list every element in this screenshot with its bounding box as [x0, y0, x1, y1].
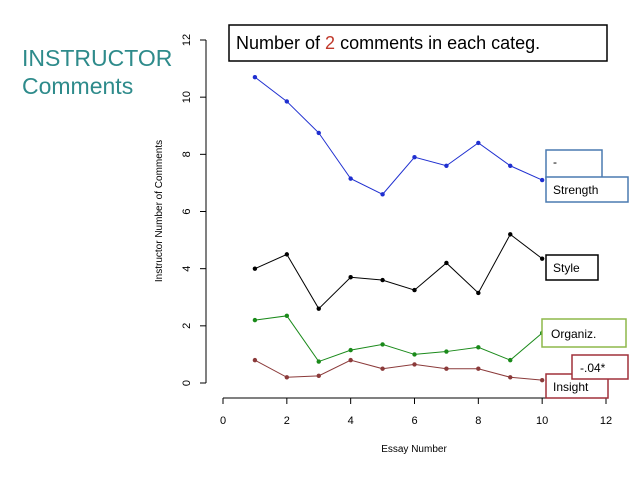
series-organiz — [252, 313, 545, 364]
x-tick-label: 4 — [348, 415, 354, 427]
series-line-organiz — [254, 315, 543, 363]
callout-strength-dash: - — [545, 149, 603, 179]
data-point-insight — [252, 357, 258, 363]
y-tick-label: 12 — [181, 34, 193, 46]
data-point-strength — [316, 130, 321, 136]
data-point-insight — [444, 366, 449, 371]
data-point-organiz — [284, 313, 290, 319]
x-tick-label: 8 — [475, 415, 481, 427]
callout-strength-dash-text: - — [553, 155, 557, 169]
series-style — [252, 232, 545, 311]
chart-title-highlight: 2 — [325, 33, 335, 53]
data-point-strength — [444, 163, 449, 168]
y-tick-label: 6 — [181, 208, 193, 214]
series-insight — [252, 357, 545, 383]
callout-organiz-text: Organiz. — [551, 327, 596, 341]
data-point-organiz — [444, 349, 449, 354]
data-point-organiz — [252, 317, 258, 323]
data-point-organiz — [348, 347, 353, 353]
chart-title-box — [228, 24, 608, 62]
callout-strength-box — [545, 176, 629, 203]
data-point-style — [284, 252, 290, 257]
data-point-insight — [380, 366, 385, 371]
data-point-strength — [508, 163, 513, 168]
chart-title-prefix: Number of — [236, 33, 325, 53]
data-point-style — [412, 287, 417, 293]
data-point-strength — [284, 99, 290, 104]
series-layer — [252, 74, 545, 383]
series-line-insight — [254, 359, 543, 381]
slide-title-line2: Comments — [22, 73, 134, 99]
slide-title: INSTRUCTOR Comments — [22, 44, 172, 100]
callout-organiz-box — [541, 318, 627, 348]
callout-insight-stat-box — [571, 354, 629, 380]
x-tick-label: 2 — [284, 415, 290, 427]
data-point-style — [316, 306, 321, 311]
data-point-insight — [508, 375, 513, 380]
data-point-style — [380, 277, 385, 283]
y-tick-label: 4 — [181, 266, 193, 272]
callout-style-text: Style — [553, 261, 580, 275]
data-point-insight — [476, 366, 481, 371]
y-ticks: 0 2 4 6 8 10 12 — [181, 34, 206, 386]
y-tick-label: 2 — [181, 323, 193, 329]
data-point-style — [348, 275, 353, 280]
data-point-style — [476, 290, 481, 296]
callout-style-box — [545, 254, 599, 281]
callout-strength-dash-box — [545, 149, 603, 179]
data-point-insight — [316, 373, 321, 379]
data-point-insight — [412, 362, 417, 367]
x-axis-title: Essay Number — [381, 444, 447, 455]
data-point-style — [444, 260, 449, 266]
data-point-organiz — [412, 352, 417, 357]
x-tick-label: 0 — [220, 415, 226, 427]
series-line-style — [254, 233, 543, 310]
y-tick-label: 10 — [181, 91, 193, 103]
series-line-strength — [254, 76, 543, 195]
data-point-insight — [348, 357, 353, 363]
data-point-strength — [539, 177, 545, 183]
data-point-strength — [348, 176, 353, 181]
data-point-strength — [380, 192, 385, 197]
data-point-insight — [284, 375, 290, 380]
callout-organiz: Organiz. — [541, 318, 627, 348]
callout-strength-text: Strength — [553, 183, 598, 197]
x-ticks: 0 2 4 6 8 10 12 — [220, 398, 612, 427]
callout-insight-stat: -.04* — [571, 354, 629, 380]
y-tick-label: 0 — [181, 380, 193, 386]
data-point-strength — [476, 140, 481, 146]
callout-insight-text: Insight — [553, 380, 589, 394]
data-point-style — [539, 256, 545, 261]
callout-strength: Strength — [545, 176, 629, 203]
series-strength — [252, 74, 545, 197]
data-point-organiz — [316, 359, 321, 364]
data-point-style — [508, 232, 513, 237]
chart-title-suffix: comments in each categ. — [335, 33, 540, 53]
x-tick-label: 10 — [536, 415, 548, 427]
slide-title-line1: INSTRUCTOR — [22, 45, 173, 71]
data-point-organiz — [476, 345, 481, 350]
data-point-strength — [252, 74, 258, 80]
x-tick-label: 12 — [600, 415, 612, 427]
data-point-organiz — [380, 342, 385, 347]
data-point-strength — [412, 154, 417, 160]
data-point-organiz — [508, 357, 513, 363]
y-axis-title: Instructor Number of Comments — [154, 140, 165, 282]
data-point-style — [252, 266, 258, 271]
chart-title: Number of 2 comments in each categ. — [236, 33, 540, 53]
callout-insight-stat-text: -.04* — [580, 361, 606, 375]
callout-style: Style — [545, 254, 599, 281]
y-tick-label: 8 — [181, 151, 193, 157]
x-tick-label: 6 — [411, 415, 417, 427]
data-point-insight — [539, 377, 545, 383]
